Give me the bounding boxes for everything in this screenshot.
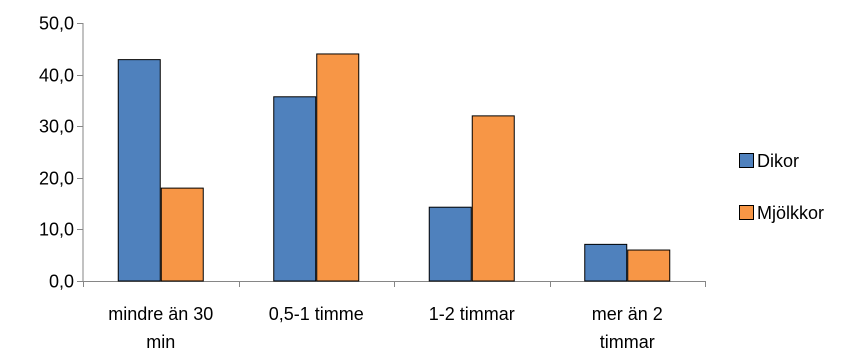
x-tick-label-line: mindre än 30 <box>108 304 213 324</box>
y-tick-label: 20,0 <box>39 169 74 189</box>
bar-mj-lkkor-0 <box>160 187 204 282</box>
legend-swatch <box>739 153 754 168</box>
x-tick-label-line: 1-2 timmar <box>429 304 515 324</box>
y-tick-label: 0,0 <box>49 272 74 292</box>
legend-label: Mjölkkor <box>757 203 824 223</box>
legend-swatch <box>739 205 754 220</box>
x-tick-label: mer än 2 timmar <box>592 304 663 352</box>
bars <box>117 53 671 282</box>
x-tick-label-line: min <box>146 332 175 352</box>
x-tick-label-line: mer än 2 <box>592 304 663 324</box>
x-axis: mindre än 30 min 0,5-1 timme 1-2 timmar mer … <box>83 281 706 352</box>
x-tick-label-line: 0,5-1 timme <box>269 304 364 324</box>
legend: Dikor Mjölkkor <box>739 151 824 223</box>
x-tick-label-line: timmar <box>600 332 655 352</box>
bar-mj-lkkor-2 <box>471 115 515 282</box>
y-tick-label: 40,0 <box>39 66 74 86</box>
bar-dikor-1 <box>273 96 317 282</box>
bar-dikor-2 <box>428 206 472 282</box>
bar-mj-lkkor-1 <box>316 53 360 282</box>
y-tick-label: 30,0 <box>39 117 74 137</box>
bar-mj-lkkor-3 <box>627 249 671 282</box>
y-tick-label: 10,0 <box>39 220 74 240</box>
x-tick-label: 0,5-1 timme <box>269 304 364 324</box>
y-tick-label: 50,0 <box>39 14 74 34</box>
bar-dikor-3 <box>584 243 628 282</box>
legend-label: Dikor <box>757 151 799 171</box>
x-tick-label: 1-2 timmar <box>429 304 515 324</box>
x-tick-label: mindre än 30 min <box>108 304 213 352</box>
bar-dikor-0 <box>117 59 161 282</box>
y-axis: 0,0 10,0 20,0 30,0 40,0 50,0 <box>39 14 84 292</box>
